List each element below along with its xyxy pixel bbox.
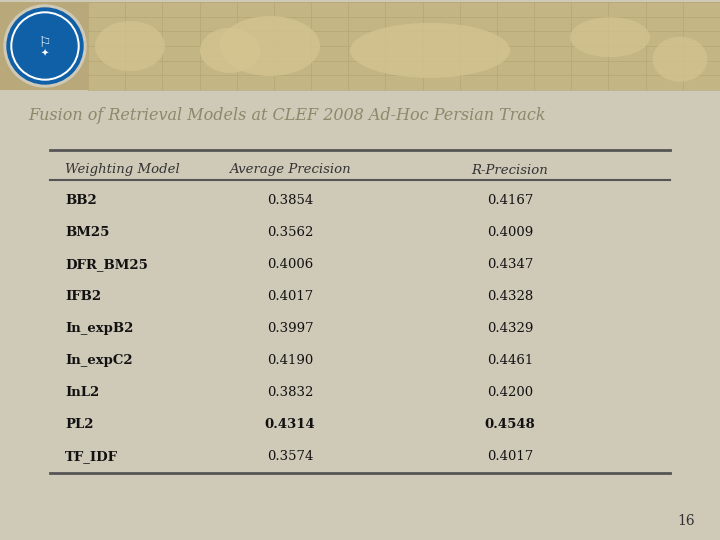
Text: 0.4314: 0.4314 — [265, 418, 315, 431]
Circle shape — [4, 5, 86, 87]
Ellipse shape — [200, 28, 260, 73]
Circle shape — [11, 12, 79, 80]
Text: PL2: PL2 — [65, 418, 94, 431]
Text: 16: 16 — [678, 514, 695, 528]
Text: 0.4009: 0.4009 — [487, 226, 533, 239]
Text: 0.4328: 0.4328 — [487, 291, 533, 303]
Text: In_expC2: In_expC2 — [65, 354, 132, 367]
Text: R-Precision: R-Precision — [472, 164, 549, 177]
Text: ✦: ✦ — [41, 49, 49, 59]
Text: Weighting Model: Weighting Model — [65, 164, 180, 177]
Text: 0.4461: 0.4461 — [487, 354, 533, 367]
Text: 0.3562: 0.3562 — [267, 226, 313, 239]
Text: In_expB2: In_expB2 — [65, 322, 133, 335]
Text: 0.4347: 0.4347 — [487, 258, 534, 271]
Text: 0.4017: 0.4017 — [487, 450, 533, 463]
Text: BB2: BB2 — [65, 194, 96, 207]
Text: BM25: BM25 — [65, 226, 109, 239]
Text: 0.3832: 0.3832 — [267, 386, 313, 399]
Text: 0.4329: 0.4329 — [487, 322, 534, 335]
Text: DFR_BM25: DFR_BM25 — [65, 258, 148, 271]
Text: IFB2: IFB2 — [65, 291, 101, 303]
Text: 0.3574: 0.3574 — [267, 450, 313, 463]
Text: 0.4548: 0.4548 — [485, 418, 536, 431]
Text: Fusion of Retrieval Models at CLEF 2008 Ad-Hoc Persian Track: Fusion of Retrieval Models at CLEF 2008 … — [28, 107, 546, 124]
Circle shape — [13, 14, 77, 78]
Text: 0.3997: 0.3997 — [266, 322, 313, 335]
Text: 0.4017: 0.4017 — [267, 291, 313, 303]
Circle shape — [7, 8, 83, 84]
Text: ⚐: ⚐ — [39, 36, 51, 50]
FancyBboxPatch shape — [88, 2, 720, 90]
FancyBboxPatch shape — [0, 2, 720, 90]
Ellipse shape — [95, 21, 165, 71]
Text: 0.4190: 0.4190 — [267, 354, 313, 367]
Text: Average Precision: Average Precision — [229, 164, 351, 177]
Ellipse shape — [350, 23, 510, 78]
Text: 0.4167: 0.4167 — [487, 194, 534, 207]
Text: InL2: InL2 — [65, 386, 99, 399]
Ellipse shape — [570, 17, 650, 57]
Text: TF_IDF: TF_IDF — [65, 450, 118, 463]
Text: 0.4200: 0.4200 — [487, 386, 533, 399]
Ellipse shape — [652, 37, 708, 82]
Text: 0.4006: 0.4006 — [267, 258, 313, 271]
Ellipse shape — [220, 16, 320, 76]
Text: 0.3854: 0.3854 — [267, 194, 313, 207]
